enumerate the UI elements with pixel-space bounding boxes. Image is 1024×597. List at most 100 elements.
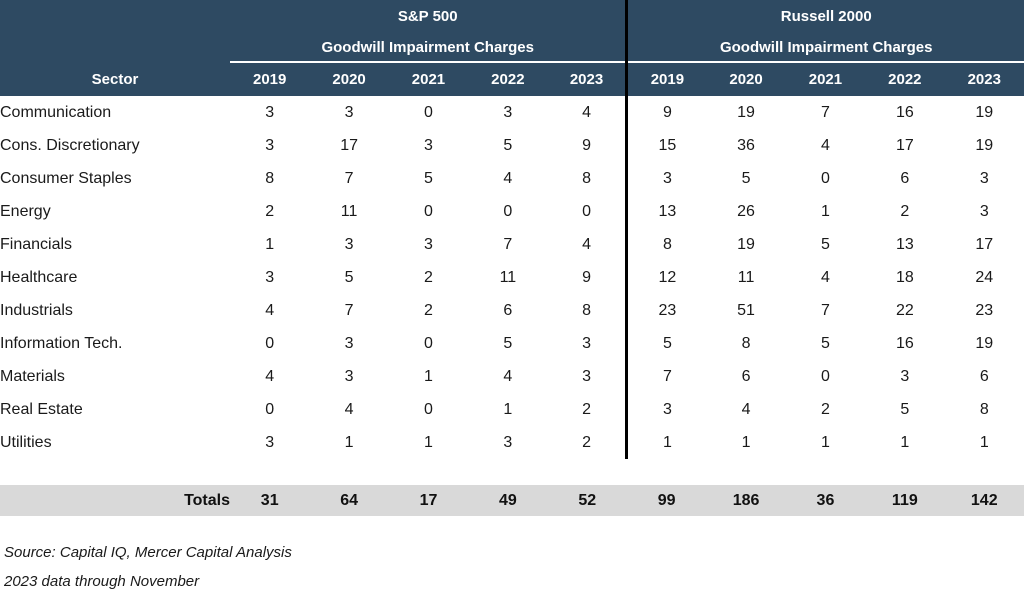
- sector-cell: Consumer Staples: [0, 162, 230, 195]
- value-cell: 1: [944, 426, 1024, 459]
- value-cell: 1: [388, 360, 469, 393]
- value-cell: 19: [944, 96, 1024, 129]
- value-cell: 2: [388, 261, 469, 294]
- group-subtitle-russell2000: Goodwill Impairment Charges: [625, 33, 1024, 63]
- table-row: Utilities 3 1 1 3 2 1 1 1 1 1: [0, 426, 1024, 459]
- value-cell: 0: [785, 162, 866, 195]
- value-cell: 16: [865, 327, 945, 360]
- value-cell: 2: [547, 393, 627, 426]
- value-cell: 9: [547, 261, 627, 294]
- value-cell: 5: [785, 327, 866, 360]
- total-sp500-2022: 49: [468, 485, 548, 516]
- sector-cell: Materials: [0, 360, 230, 393]
- year-header-row: Sector 2019 2020 2021 2022 2023 2019 202…: [0, 62, 1024, 96]
- value-cell: 19: [706, 228, 786, 261]
- data-period-note: 2023 data through November: [4, 573, 200, 590]
- year-header-russell-2019: 2019: [625, 62, 707, 96]
- value-cell: 4: [547, 228, 627, 261]
- value-cell: 4: [706, 393, 786, 426]
- value-cell: 4: [785, 261, 866, 294]
- group-title-sp500: S&P 500: [230, 0, 627, 33]
- total-russell-2023: 142: [944, 485, 1024, 516]
- value-cell: 8: [230, 162, 310, 195]
- value-cell: 0: [388, 393, 469, 426]
- table-header: S&P 500 Russell 2000 Goodwill Impairment…: [0, 0, 1024, 96]
- value-cell: 13: [625, 195, 707, 228]
- sector-cell: Real Estate: [0, 393, 230, 426]
- value-cell: 23: [625, 294, 707, 327]
- value-cell: 4: [468, 162, 548, 195]
- table-row: Financials 1 3 3 7 4 8 19 5 13 17: [0, 228, 1024, 261]
- sector-cell: Industrials: [0, 294, 230, 327]
- header-spacer: [0, 0, 230, 33]
- year-header-russell-2020: 2020: [706, 62, 786, 96]
- value-cell: 3: [309, 327, 389, 360]
- value-cell: 36: [706, 129, 786, 162]
- total-russell-2019: 99: [626, 485, 707, 516]
- value-cell: 1: [706, 426, 786, 459]
- table-row: Real Estate 0 4 0 1 2 3 4 2 5 8: [0, 393, 1024, 426]
- value-cell: 2: [547, 426, 627, 459]
- table-row: Consumer Staples 8 7 5 4 8 3 5 0 6 3: [0, 162, 1024, 195]
- group-subtitle-row: Goodwill Impairment Charges Goodwill Imp…: [0, 33, 1024, 63]
- value-cell: 8: [625, 228, 707, 261]
- value-cell: 4: [230, 294, 310, 327]
- value-cell: 8: [547, 294, 627, 327]
- group-title-row: S&P 500 Russell 2000: [0, 0, 1024, 33]
- goodwill-impairment-table: S&P 500 Russell 2000 Goodwill Impairment…: [0, 0, 1024, 516]
- value-cell: 1: [230, 228, 310, 261]
- spacer-row: [0, 459, 1024, 485]
- value-cell: 19: [944, 129, 1024, 162]
- table-row: Cons. Discretionary 3 17 3 5 9 15 36 4 1…: [0, 129, 1024, 162]
- value-cell: 7: [625, 360, 707, 393]
- value-cell: 4: [230, 360, 310, 393]
- value-cell: 6: [706, 360, 786, 393]
- value-cell: 7: [309, 294, 389, 327]
- value-cell: 1: [785, 426, 866, 459]
- year-header-sp500-2022: 2022: [468, 62, 548, 96]
- table-row: Communication 3 3 0 3 4 9 19 7 16 19: [0, 96, 1024, 129]
- value-cell: 3: [865, 360, 945, 393]
- total-sp500-2020: 64: [309, 485, 389, 516]
- value-cell: 8: [706, 327, 786, 360]
- value-cell: 0: [388, 96, 469, 129]
- year-header-sp500-2020: 2020: [309, 62, 389, 96]
- value-cell: 7: [785, 294, 866, 327]
- value-cell: 0: [230, 393, 310, 426]
- sector-cell: Financials: [0, 228, 230, 261]
- value-cell: 0: [230, 327, 310, 360]
- source-note: Source: Capital IQ, Mercer Capital Analy…: [4, 544, 292, 561]
- value-cell: 3: [230, 426, 310, 459]
- value-cell: 6: [865, 162, 945, 195]
- total-russell-2021: 36: [785, 485, 866, 516]
- value-cell: 0: [388, 327, 469, 360]
- value-cell: 19: [706, 96, 786, 129]
- value-cell: 7: [309, 162, 389, 195]
- sector-cell: Utilities: [0, 426, 230, 459]
- value-cell: 3: [388, 129, 469, 162]
- year-header-sp500-2021: 2021: [388, 62, 469, 96]
- value-cell: 17: [865, 129, 945, 162]
- value-cell: 16: [865, 96, 945, 129]
- value-cell: 22: [865, 294, 945, 327]
- sector-cell: Communication: [0, 96, 230, 129]
- value-cell: 1: [785, 195, 866, 228]
- value-cell: 3: [309, 228, 389, 261]
- value-cell: 8: [944, 393, 1024, 426]
- table-footer-rows: Totals 31 64 17 49 52 99 186 36 119 142: [0, 459, 1024, 516]
- table-row: Healthcare 3 5 2 11 9 12 11 4 18 24: [0, 261, 1024, 294]
- value-cell: 5: [625, 327, 707, 360]
- value-cell: 17: [309, 129, 389, 162]
- value-cell: 3: [547, 360, 627, 393]
- value-cell: 51: [706, 294, 786, 327]
- value-cell: 12: [625, 261, 707, 294]
- value-cell: 2: [865, 195, 945, 228]
- value-cell: 3: [468, 426, 548, 459]
- table-row: Information Tech. 0 3 0 5 3 5 8 5 16 19: [0, 327, 1024, 360]
- value-cell: 1: [468, 393, 548, 426]
- value-cell: 3: [468, 96, 548, 129]
- spacer-cell: [0, 459, 1024, 485]
- value-cell: 3: [230, 261, 310, 294]
- value-cell: 3: [230, 129, 310, 162]
- total-russell-2020: 186: [706, 485, 786, 516]
